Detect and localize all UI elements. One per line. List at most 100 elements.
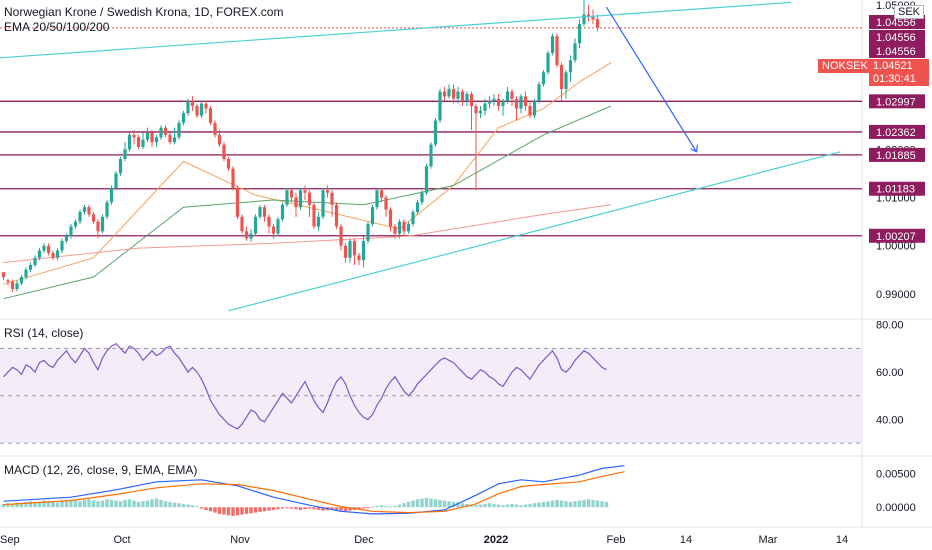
- macd-histogram-bar: [208, 507, 213, 512]
- macd-title[interactable]: MACD (12, 26, close, 9, EMA, EMA): [4, 463, 198, 477]
- macd-histogram-bar: [78, 501, 82, 508]
- pane-dividers: [0, 0, 932, 528]
- price-badge: [869, 30, 925, 44]
- time-axis[interactable]: Sep Oct Nov Dec 2022 Feb 14 Mar 14: [0, 534, 848, 546]
- time-tick-label: 14: [680, 534, 692, 546]
- candle-body: [24, 269, 28, 278]
- candle-body: [537, 84, 541, 102]
- candle-body: [505, 91, 510, 102]
- rsi-title[interactable]: RSI (14, close): [4, 326, 84, 340]
- price-badge-label: 1.00207: [876, 231, 916, 243]
- macd-histogram-bar: [429, 498, 433, 508]
- macd-histogram-bar: [370, 506, 375, 508]
- candle-body: [474, 106, 478, 114]
- candle-body: [208, 108, 213, 123]
- candle-body: [141, 139, 145, 147]
- macd-histogram-bar: [474, 505, 478, 508]
- candle-body: [393, 226, 397, 234]
- channel-upper-line[interactable]: [0, 1, 792, 59]
- candle-body: [231, 168, 235, 188]
- macd-histogram-bar: [1, 503, 6, 508]
- price-badge: [869, 147, 925, 162]
- macd-histogram-bar: [127, 499, 132, 508]
- macd-histogram-bar: [397, 504, 402, 508]
- macd-histogram-bar: [586, 499, 591, 508]
- drawing-tools[interactable]: [0, 1, 841, 312]
- macd-histogram-bar: [235, 507, 240, 516]
- rsi-line: [3, 342, 607, 430]
- macd-histogram-bar: [289, 507, 294, 509]
- candle-body: [528, 106, 532, 116]
- macd-histogram-bar: [438, 499, 442, 508]
- macd-histogram-bar: [181, 503, 186, 508]
- candle-body: [361, 240, 366, 261]
- time-tick-label: Nov: [230, 534, 250, 546]
- candle-body: [492, 98, 496, 102]
- arrow-head[interactable]: [690, 144, 699, 153]
- macd-histogram-bar: [159, 499, 163, 508]
- macd-histogram-bar: [82, 499, 87, 508]
- macd-histogram-bar: [591, 499, 595, 508]
- macd-histogram-bar: [226, 507, 231, 516]
- candle-body: [226, 159, 231, 169]
- candle-body: [285, 190, 289, 205]
- candle-body: [370, 207, 375, 225]
- macd-histogram-bar: [19, 503, 24, 508]
- macd-histogram-bar: [195, 505, 199, 508]
- macd-histogram-bar: [582, 499, 586, 508]
- candle-body: [501, 101, 505, 106]
- ema-indicator-label[interactable]: EMA 20/50/100/200: [4, 20, 110, 34]
- candle-body: [586, 14, 591, 17]
- price-axis[interactable]: 1.050001.040001.030001.020001.010001.000…: [869, 0, 925, 514]
- last-price-badge: 1.04521: [869, 59, 929, 73]
- candle-body: [541, 72, 546, 85]
- candle-body: [28, 265, 33, 270]
- candle-body: [100, 216, 105, 232]
- candle-body: [249, 233, 253, 239]
- macd-histogram-bar: [604, 501, 609, 508]
- candle-body: [132, 134, 136, 138]
- candlestick-series: [1, 0, 600, 292]
- macd-histogram-bar: [46, 501, 51, 508]
- candle-body: [519, 96, 523, 109]
- macd-histogram-bar: [64, 500, 69, 508]
- macd-histogram-bar: [105, 499, 109, 508]
- macd-histogram-bar: [204, 507, 208, 510]
- candle-body: [397, 221, 402, 234]
- currency-unit-badge[interactable]: SEK: [893, 5, 924, 19]
- horizontal-levels[interactable]: [0, 27, 862, 237]
- channel-lower-line[interactable]: [228, 151, 841, 312]
- candle-body: [46, 245, 51, 253]
- candle-body: [411, 212, 415, 225]
- candle-body: [217, 134, 222, 145]
- candle-body: [559, 65, 564, 90]
- time-tick-label: Sep: [0, 534, 20, 546]
- price-badge-label: 1.04556: [876, 17, 916, 29]
- candle-body: [438, 91, 442, 121]
- candle-body: [289, 190, 294, 198]
- ema-line: [3, 105, 612, 300]
- macd-histogram-bar: [60, 501, 64, 508]
- macd-histogram-bar: [186, 504, 190, 508]
- macd-histogram-bar: [568, 501, 573, 508]
- candle-body: [456, 91, 460, 99]
- candle-body: [595, 19, 600, 28]
- macd-histogram-bar: [168, 501, 172, 508]
- candle-body: [51, 252, 55, 258]
- projection-arrow[interactable]: [605, 6, 698, 153]
- macd-histogram-bar: [564, 501, 568, 508]
- candle-body: [348, 240, 352, 258]
- macd-histogram-bar: [154, 498, 159, 508]
- macd-histogram-bar: [528, 503, 532, 508]
- macd-histogram-bar: [600, 501, 604, 508]
- candle-body: [271, 226, 276, 234]
- candle-body: [469, 93, 474, 106]
- candle-body: [10, 281, 15, 290]
- candle-body: [280, 204, 285, 220]
- macd-signal-line: [3, 471, 625, 514]
- macd-histogram-bar: [456, 502, 460, 508]
- macd-histogram-bar: [307, 507, 312, 509]
- macd-histogram-bar: [433, 499, 438, 508]
- macd-histogram-bar: [28, 501, 33, 508]
